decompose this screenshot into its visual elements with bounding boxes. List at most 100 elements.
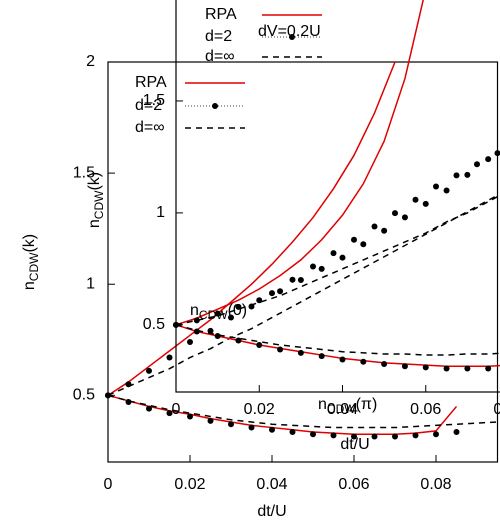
- y-axis-label-rest: (k): [21, 234, 38, 253]
- annotation-rest: (0): [228, 302, 248, 319]
- point: [360, 358, 367, 365]
- annotation-sub: CDW: [327, 402, 356, 416]
- x-axis-label: dt/U: [257, 503, 286, 520]
- y-tick-label: 0.5: [143, 316, 165, 333]
- x-tick-label: 0: [172, 401, 181, 418]
- point: [228, 421, 234, 428]
- y-axis-label-rest: (k): [86, 172, 103, 191]
- curve: [175, 324, 500, 367]
- point: [351, 236, 357, 243]
- point: [443, 365, 450, 372]
- point: [330, 432, 337, 439]
- point: [289, 276, 296, 283]
- point: [339, 356, 346, 363]
- x-tick-label: 0.02: [244, 401, 275, 418]
- point: [443, 187, 450, 194]
- point: [494, 150, 500, 157]
- point: [248, 424, 255, 431]
- point: [310, 431, 316, 438]
- point: [187, 339, 193, 345]
- annotation-rest: (π): [356, 396, 378, 413]
- curve: [107, 194, 498, 397]
- legend-label: d=2: [205, 28, 232, 45]
- legend-label: d=∞: [135, 119, 165, 136]
- point: [351, 433, 357, 440]
- point: [310, 263, 316, 270]
- annotation: nCDW(0): [190, 302, 247, 322]
- point: [474, 161, 480, 168]
- point: [297, 349, 304, 356]
- point: [207, 417, 214, 424]
- point: [392, 210, 398, 217]
- point: [289, 429, 296, 435]
- x-tick-label: 0.02: [174, 476, 205, 493]
- point: [269, 290, 275, 297]
- point: [401, 363, 408, 370]
- point: [371, 223, 378, 230]
- point: [277, 288, 284, 295]
- point: [318, 353, 325, 360]
- y-tick-label: 1: [86, 275, 95, 292]
- y-axis-label-sub: CDW: [92, 190, 106, 219]
- point: [269, 426, 275, 433]
- point: [485, 156, 492, 163]
- y-tick-label: 1.5: [143, 92, 165, 109]
- point: [433, 431, 439, 438]
- point: [330, 250, 337, 257]
- point: [453, 172, 460, 179]
- annotation: nCDW(π): [318, 396, 377, 416]
- x-tick-label: 0.04: [327, 401, 358, 418]
- y-axis-label-base: n: [21, 281, 38, 290]
- point: [392, 433, 398, 440]
- point: [339, 254, 346, 261]
- point: [228, 314, 234, 321]
- point: [166, 410, 173, 417]
- x-axis-label: dt/U: [340, 436, 369, 453]
- point: [412, 196, 419, 203]
- annotation-base: n: [318, 396, 327, 413]
- point: [146, 405, 152, 412]
- annotation-sub: CDW: [199, 308, 228, 322]
- y-axis-label: nCDW(k): [21, 234, 41, 290]
- point: [422, 364, 429, 371]
- x-tick-label: 0.08: [420, 476, 451, 493]
- curve: [175, 0, 424, 326]
- plot-frame: [107, 61, 499, 463]
- y-axis-label-base: n: [86, 219, 103, 228]
- y-tick-label: 1: [156, 204, 165, 221]
- curve: [175, 324, 500, 356]
- point: [297, 277, 304, 284]
- point: [193, 317, 200, 324]
- point: [371, 433, 378, 440]
- point: [256, 341, 263, 348]
- y-tick-label: 1.5: [73, 164, 95, 181]
- legend-label: d=2: [135, 97, 162, 114]
- point: [412, 432, 419, 439]
- curve: [107, 61, 396, 396]
- point: [464, 171, 471, 178]
- point: [464, 365, 471, 372]
- legend-swatch-dot: [289, 34, 295, 40]
- point: [318, 265, 325, 272]
- legend-label: RPA: [135, 74, 167, 91]
- point: [453, 429, 460, 435]
- curve: [175, 194, 500, 326]
- point: [256, 297, 263, 304]
- y-axis-label: nCDW(k): [86, 172, 106, 228]
- point: [146, 367, 152, 374]
- point: [433, 183, 439, 190]
- annotation: dV=0.2U: [258, 23, 321, 40]
- annotation-base: n: [190, 302, 199, 319]
- point: [187, 413, 193, 420]
- point: [422, 200, 429, 207]
- legend-label: d=∞: [205, 48, 235, 65]
- point: [166, 354, 173, 361]
- point: [401, 214, 408, 221]
- legend-label: RPA: [205, 6, 237, 23]
- point: [381, 361, 388, 368]
- curve: [107, 394, 498, 429]
- y-axis-label-sub: CDW: [27, 252, 41, 281]
- x-tick-label: 0.06: [338, 476, 369, 493]
- y-tick-label: 0.5: [73, 387, 95, 404]
